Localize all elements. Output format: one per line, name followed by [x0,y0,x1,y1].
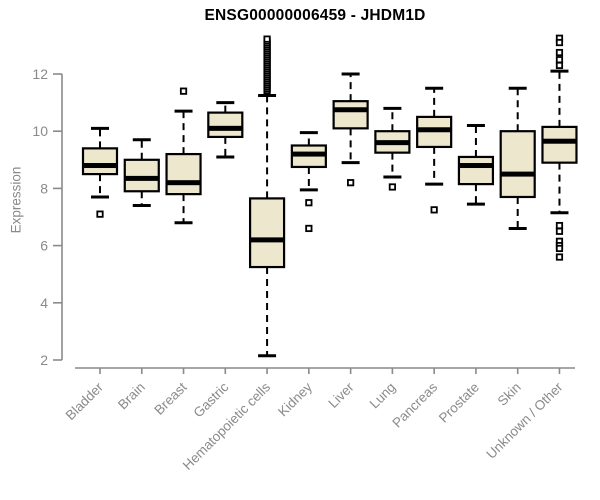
box [81,147,119,176]
y-tick-label: 4 [40,295,48,311]
outlier-point [388,183,396,191]
boxplot-hematopoietic-cells [248,35,286,358]
y-tick-label: 10 [32,123,48,139]
y-axis: 2 4 6 8 10 12 [32,66,63,368]
boxplot-prostate [457,123,495,206]
outlier-point [555,56,564,64]
median-line [166,180,201,186]
boxplot-skin [499,86,536,230]
box [457,155,495,186]
median-line [500,171,535,177]
outlier-point [555,221,564,230]
box [332,100,369,130]
y-tick-label: 2 [40,352,48,368]
outlier-point [555,61,564,70]
median-line [375,140,410,146]
box [248,197,286,269]
x-tick-label: Liver [325,379,357,411]
box [165,152,202,196]
boxplot-breast [165,87,202,225]
x-tick-label: Breast [151,379,189,417]
boxplot-kidney [290,131,327,233]
median-line [291,151,326,157]
median-line [417,127,452,133]
x-tick-label: Pancreas [389,379,440,430]
median-line [83,163,117,169]
outlier-point [305,224,313,233]
x-tick-label: Kidney [275,379,315,419]
x-tick-label: Brain [115,380,148,413]
outlier-point [555,253,564,261]
outlier-point [555,38,564,47]
median-line [542,138,577,144]
box [207,111,244,139]
box [541,125,578,164]
x-tick-label: Lung [367,380,399,412]
y-tick-label: 6 [40,238,48,254]
boxplot-brain [123,138,160,208]
y-tick-label: 8 [40,180,48,196]
boxplot-gastric [207,101,244,159]
x-tick-label: Gastric [191,379,232,420]
outlier-point [263,35,271,43]
outlier-point [430,206,438,214]
x-tick-label: Skin [495,380,524,409]
outlier-point [305,199,313,207]
median-line [333,107,368,113]
outlier-point [96,210,104,218]
boxplot-bladder [81,126,119,218]
boxplot-pancreas [416,86,453,214]
outlier-point [347,179,355,187]
median-line [208,125,243,131]
outlier-point [555,48,564,57]
outlier-point [179,87,188,95]
outlier-point [555,244,564,253]
median-line [458,163,493,169]
outlier-point [555,227,564,235]
boxplot-liver [332,72,369,187]
boxplot-lung [374,106,411,191]
median-line [250,237,285,243]
x-tick-label: Prostate [436,380,482,426]
median-line [124,175,159,181]
y-axis-title: Expression [8,166,24,234]
x-tick-label: Bladder [63,379,107,423]
y-tick-label: 12 [32,66,48,82]
chart-title: ENSG00000006459 - JHDM1D [204,7,426,24]
boxplot-unknown-other [541,34,578,261]
x-tick-label: Unknown / Other [483,379,566,462]
box [123,158,160,193]
box [499,130,536,199]
